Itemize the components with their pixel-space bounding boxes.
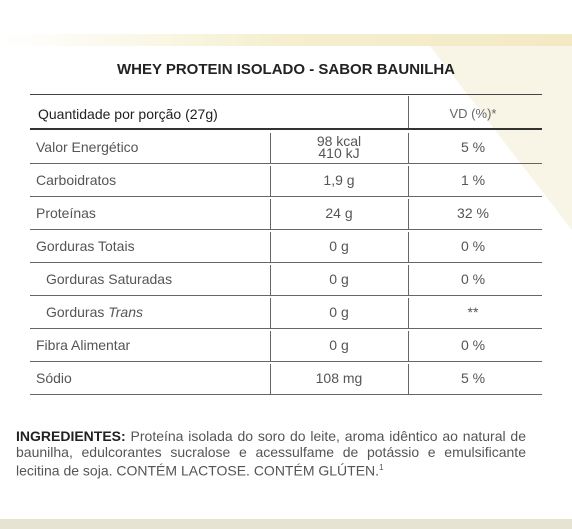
rule — [30, 328, 542, 329]
divider — [270, 133, 271, 163]
nutrient-name: Sódio — [36, 370, 72, 386]
nutrient-name-text: Gorduras — [46, 303, 105, 320]
nutrient-name: Gorduras Trans — [46, 304, 143, 320]
divider — [270, 298, 271, 328]
nutrient-name-text: Fibra Alimentar — [36, 336, 131, 353]
nutrient-name-text: Gorduras Totais — [36, 237, 135, 254]
daily-value: 0 % — [460, 270, 486, 287]
divider — [408, 232, 409, 262]
amount: 0 g — [329, 237, 349, 254]
nutrient-name-italic: Trans — [108, 303, 143, 320]
divider — [270, 199, 271, 229]
rule — [30, 394, 542, 395]
daily-value: 5 % — [460, 369, 486, 386]
rule — [30, 361, 542, 362]
ingredients-label: INGREDIENTES: — [16, 428, 126, 444]
divider — [270, 166, 271, 196]
footnote-mark: 1 — [379, 463, 384, 472]
vd-header: VD (%)* — [449, 106, 497, 121]
divider — [408, 96, 409, 128]
rule — [30, 128, 542, 130]
rule — [30, 163, 542, 164]
nutrient-name-text: Gorduras Saturadas — [46, 270, 173, 287]
nutrient-name: Gorduras Totais — [36, 238, 135, 254]
divider — [408, 199, 409, 229]
nutrient-name: Proteínas — [36, 205, 96, 221]
divider — [270, 331, 271, 361]
amount: 24 g — [325, 204, 353, 221]
nutrient-name: Fibra Alimentar — [36, 337, 130, 353]
daily-value: ** — [467, 303, 479, 320]
divider — [408, 298, 409, 328]
rule — [30, 295, 542, 296]
daily-value: 32 % — [457, 204, 489, 221]
divider — [270, 232, 271, 262]
nutrient-name: Gorduras Saturadas — [46, 271, 172, 287]
rule — [30, 262, 542, 263]
divider — [408, 166, 409, 196]
nutrient-name-text: Proteínas — [36, 204, 96, 221]
amount: 410 kJ — [318, 144, 360, 161]
rule — [30, 94, 542, 95]
rule — [30, 229, 542, 230]
divider — [408, 133, 409, 163]
nutrient-name-text: Carboidratos — [36, 171, 117, 188]
amount: 0 g — [329, 336, 349, 353]
amount: 98 kcal — [316, 132, 362, 149]
nutrient-name: Valor Energético — [36, 139, 138, 155]
serving-label: Quantidade por porção (27g) — [38, 106, 218, 122]
table-title: WHEY PROTEIN ISOLADO - SABOR BAUNILHA — [116, 61, 456, 78]
divider — [408, 265, 409, 295]
rule — [30, 196, 542, 197]
divider — [408, 331, 409, 361]
divider — [270, 265, 271, 295]
nutrient-name-text: Valor Energético — [36, 138, 139, 155]
amount: 0 g — [329, 270, 349, 287]
daily-value: 0 % — [460, 336, 486, 353]
divider — [408, 364, 409, 394]
ingredients-text: Proteína isolada do soro do leite, aroma… — [16, 428, 527, 479]
daily-value: 5 % — [460, 138, 486, 155]
ingredients: INGREDIENTES: Proteína isolada do soro d… — [16, 428, 526, 479]
daily-value: 0 % — [460, 237, 486, 254]
daily-value: 1 % — [460, 171, 486, 188]
amount: 108 mg — [315, 369, 363, 386]
nutrient-name-text: Sódio — [36, 369, 72, 386]
divider — [270, 364, 271, 394]
nutrient-name: Carboidratos — [36, 172, 116, 188]
amount: 1,9 g — [323, 171, 355, 188]
amount: 0 g — [329, 303, 349, 320]
